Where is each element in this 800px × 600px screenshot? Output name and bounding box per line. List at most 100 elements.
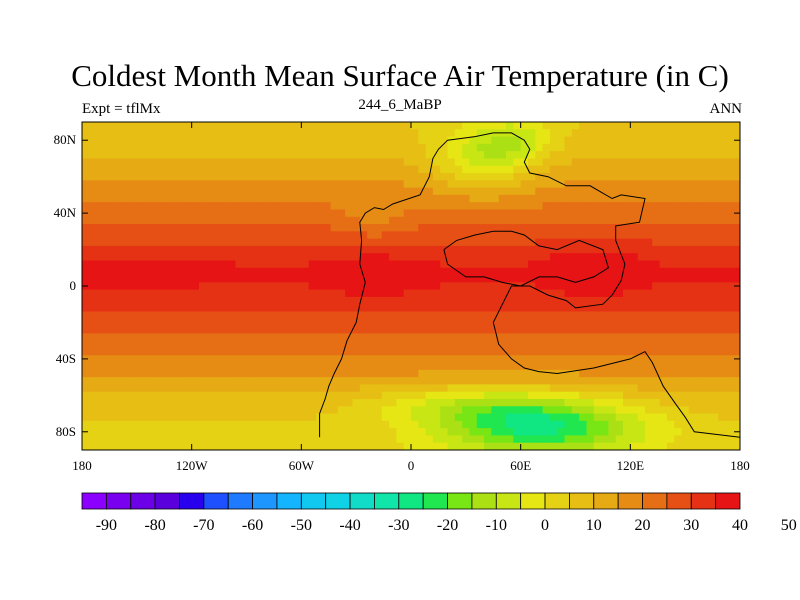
field-cell <box>520 355 529 364</box>
field-cell <box>308 413 317 422</box>
field-cell <box>279 187 288 196</box>
field-cell <box>140 391 149 400</box>
field-cell <box>111 187 120 196</box>
field-cell <box>718 304 726 313</box>
field-cell <box>184 267 193 276</box>
field-cell <box>82 194 90 203</box>
field-cell <box>447 442 456 450</box>
field-cell <box>491 391 500 400</box>
field-cell <box>330 253 339 262</box>
field-cell <box>389 304 397 313</box>
field-cell <box>644 391 653 400</box>
field-cell <box>155 340 164 349</box>
field-cell <box>674 253 683 262</box>
field-cell <box>432 253 441 262</box>
field-cell <box>352 187 361 196</box>
field-cell <box>674 129 683 138</box>
field-cell <box>118 406 127 415</box>
field-cell <box>630 333 639 342</box>
field-cell <box>118 122 127 130</box>
field-cell <box>337 180 346 189</box>
field-cell <box>103 347 112 356</box>
field-cell <box>111 165 120 174</box>
field-cell <box>418 122 427 130</box>
field-cell <box>564 122 573 130</box>
field-cell <box>586 224 595 232</box>
field-cell <box>644 158 653 167</box>
field-cell <box>220 435 229 444</box>
field-cell <box>111 260 120 269</box>
field-cell <box>710 129 719 138</box>
field-cell <box>411 122 419 130</box>
field-cell <box>462 129 471 138</box>
field-cell <box>381 355 390 364</box>
field-cell <box>352 311 361 320</box>
field-cell <box>623 187 631 196</box>
field-cell <box>177 355 185 364</box>
field-cell <box>440 289 449 298</box>
field-cell <box>732 180 740 189</box>
field-cell <box>264 275 273 283</box>
field-cell <box>198 304 207 313</box>
field-cell <box>411 311 419 320</box>
field-cell <box>169 362 178 371</box>
field-cell <box>198 173 207 181</box>
field-cell <box>374 267 383 276</box>
field-cell <box>345 340 354 349</box>
field-cell <box>608 406 617 415</box>
field-cell <box>103 413 112 422</box>
field-cell <box>315 289 324 298</box>
field-cell <box>367 122 376 130</box>
colorbar-box <box>520 492 546 510</box>
field-cell <box>491 282 500 291</box>
field-cell <box>257 326 266 334</box>
field-cell <box>484 289 493 298</box>
field-cell <box>586 187 595 196</box>
field-cell <box>688 173 697 181</box>
colorbar: -90 -80 -70 -60 -50 -40 -30 -20 -10 0 10 20 30 40 50 <box>81 492 797 534</box>
field-cell <box>89 158 98 167</box>
field-cell <box>264 435 273 444</box>
field-cell <box>498 202 507 211</box>
field-cell <box>96 180 105 189</box>
field-cell <box>323 267 332 276</box>
field-cell <box>89 245 98 254</box>
field-cell <box>294 369 302 378</box>
field-cell <box>432 428 441 437</box>
field-cell <box>601 428 609 437</box>
field-cell <box>96 355 105 364</box>
field-cell <box>169 194 178 203</box>
field-cell <box>732 311 740 320</box>
field-cell <box>389 391 397 400</box>
field-cell <box>498 238 507 247</box>
field-cell <box>542 238 551 247</box>
field-cell <box>688 428 697 437</box>
field-cell <box>637 129 646 138</box>
field-cell <box>279 253 288 262</box>
colorbar-label: 20 <box>635 517 651 534</box>
field-cell <box>279 245 288 254</box>
field-cell <box>432 296 441 305</box>
field-cell <box>659 340 668 349</box>
field-cell <box>389 202 397 211</box>
field-cell <box>133 289 142 298</box>
field-cell <box>557 260 566 269</box>
field-cell <box>506 377 514 385</box>
field-cell <box>484 347 493 356</box>
field-cell <box>242 165 251 174</box>
field-cell <box>103 231 112 240</box>
field-cell <box>133 311 142 320</box>
field-cell <box>403 180 412 189</box>
field-cell <box>367 340 376 349</box>
field-cell <box>279 333 288 342</box>
field-cell <box>637 275 646 283</box>
field-cell <box>593 420 602 429</box>
field-cell <box>637 406 646 415</box>
field-cell <box>315 187 324 196</box>
field-cell <box>191 428 200 437</box>
field-cell <box>535 311 544 320</box>
field-cell <box>184 362 193 371</box>
field-cell <box>579 428 588 437</box>
field-cell <box>250 391 259 400</box>
field-cell <box>177 187 185 196</box>
